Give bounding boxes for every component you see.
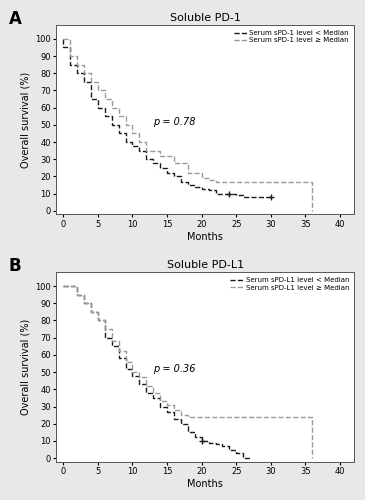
Text: p = 0.36: p = 0.36 — [153, 364, 196, 374]
X-axis label: Months: Months — [187, 232, 223, 241]
Text: p = 0.78: p = 0.78 — [153, 117, 196, 127]
X-axis label: Months: Months — [187, 479, 223, 489]
Y-axis label: Overall survival (%): Overall survival (%) — [21, 319, 31, 415]
Legend: Serum sPD-1 level < Median, Serum sPD-1 level ≥ Median: Serum sPD-1 level < Median, Serum sPD-1 … — [231, 27, 352, 46]
Title: Soluble PD-L1: Soluble PD-L1 — [166, 260, 244, 270]
Text: B: B — [9, 257, 22, 275]
Text: A: A — [9, 10, 22, 28]
Title: Soluble PD-1: Soluble PD-1 — [170, 13, 241, 23]
Y-axis label: Overall survival (%): Overall survival (%) — [21, 72, 31, 168]
Legend: Serum sPD-L1 level < Median, Serum sPD-L1 level ≥ Median: Serum sPD-L1 level < Median, Serum sPD-L… — [227, 274, 352, 293]
